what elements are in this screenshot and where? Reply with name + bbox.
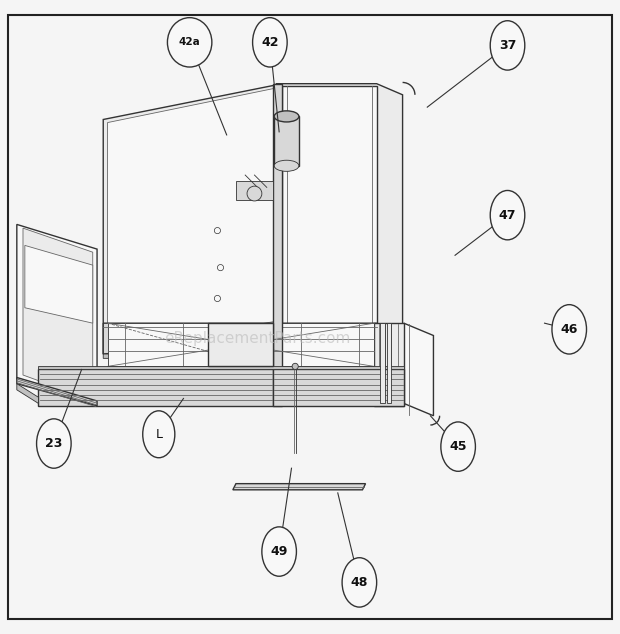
Text: 42: 42 [261,36,278,49]
Polygon shape [380,323,385,403]
Polygon shape [276,84,402,403]
Polygon shape [236,181,273,200]
Polygon shape [17,377,97,406]
Polygon shape [17,384,38,403]
Polygon shape [208,323,273,366]
Ellipse shape [37,419,71,469]
Text: 42a: 42a [179,37,200,48]
Ellipse shape [252,18,287,67]
Ellipse shape [490,21,525,70]
Ellipse shape [490,190,525,240]
Text: 37: 37 [499,39,516,52]
Polygon shape [25,245,93,323]
Polygon shape [38,370,273,406]
Polygon shape [104,354,273,359]
Polygon shape [17,224,97,403]
Polygon shape [233,484,366,490]
Ellipse shape [274,111,299,122]
Polygon shape [107,323,374,366]
Ellipse shape [552,305,587,354]
Polygon shape [104,84,282,354]
Polygon shape [404,323,433,416]
Circle shape [247,186,262,201]
Polygon shape [273,84,282,406]
Ellipse shape [262,527,296,576]
Polygon shape [282,86,377,400]
Ellipse shape [342,558,377,607]
Polygon shape [107,87,279,351]
Polygon shape [23,228,93,400]
Text: 45: 45 [450,440,467,453]
Ellipse shape [274,160,299,171]
Polygon shape [273,370,404,406]
Polygon shape [38,366,404,370]
Polygon shape [104,323,377,354]
Polygon shape [274,117,299,165]
Text: eReplacementParts.com: eReplacementParts.com [164,331,351,346]
Text: 47: 47 [498,209,516,222]
Polygon shape [386,323,391,403]
Text: 23: 23 [45,437,63,450]
Circle shape [292,363,298,370]
Ellipse shape [167,18,212,67]
Text: 49: 49 [270,545,288,558]
Text: 48: 48 [351,576,368,589]
Text: 46: 46 [560,323,578,336]
Polygon shape [374,323,404,406]
Ellipse shape [441,422,476,471]
Text: L: L [155,428,162,441]
Ellipse shape [143,411,175,458]
